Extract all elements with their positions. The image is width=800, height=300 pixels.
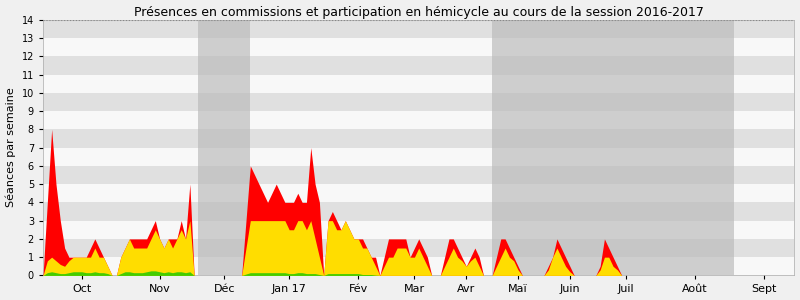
Bar — [492, 20, 544, 275]
Title: Présences en commissions et participation en hémicycle au cours de la session 20: Présences en commissions et participatio… — [134, 6, 704, 19]
Bar — [43, 56, 794, 74]
Bar — [43, 74, 794, 93]
Bar — [43, 38, 794, 56]
Y-axis label: Séances par semaine: Séances par semaine — [6, 88, 16, 207]
Bar — [656, 20, 734, 275]
Bar — [43, 148, 794, 166]
Bar — [43, 257, 794, 275]
Bar — [544, 20, 596, 275]
Bar — [43, 129, 794, 148]
Bar — [43, 220, 794, 239]
Bar — [596, 20, 656, 275]
Bar — [43, 93, 794, 111]
Bar — [43, 166, 794, 184]
Bar — [198, 20, 250, 275]
Bar — [43, 111, 794, 129]
Bar — [43, 184, 794, 202]
Bar — [43, 202, 794, 220]
Bar — [43, 239, 794, 257]
Bar — [43, 20, 794, 38]
